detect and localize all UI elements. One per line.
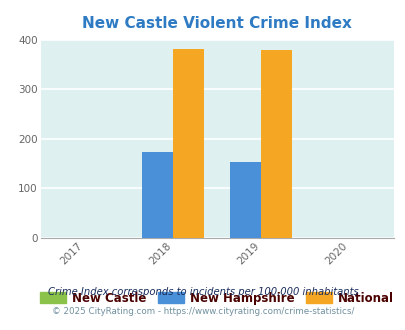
- Legend: New Castle, New Hampshire, National: New Castle, New Hampshire, National: [35, 287, 398, 310]
- Bar: [142, 152, 173, 238]
- Bar: [173, 49, 203, 238]
- Bar: [230, 162, 261, 238]
- Bar: [261, 50, 292, 238]
- Text: Crime Index corresponds to incidents per 100,000 inhabitants: Crime Index corresponds to incidents per…: [47, 287, 358, 297]
- Text: © 2025 CityRating.com - https://www.cityrating.com/crime-statistics/: © 2025 CityRating.com - https://www.city…: [51, 307, 354, 316]
- Title: New Castle Violent Crime Index: New Castle Violent Crime Index: [82, 16, 351, 31]
